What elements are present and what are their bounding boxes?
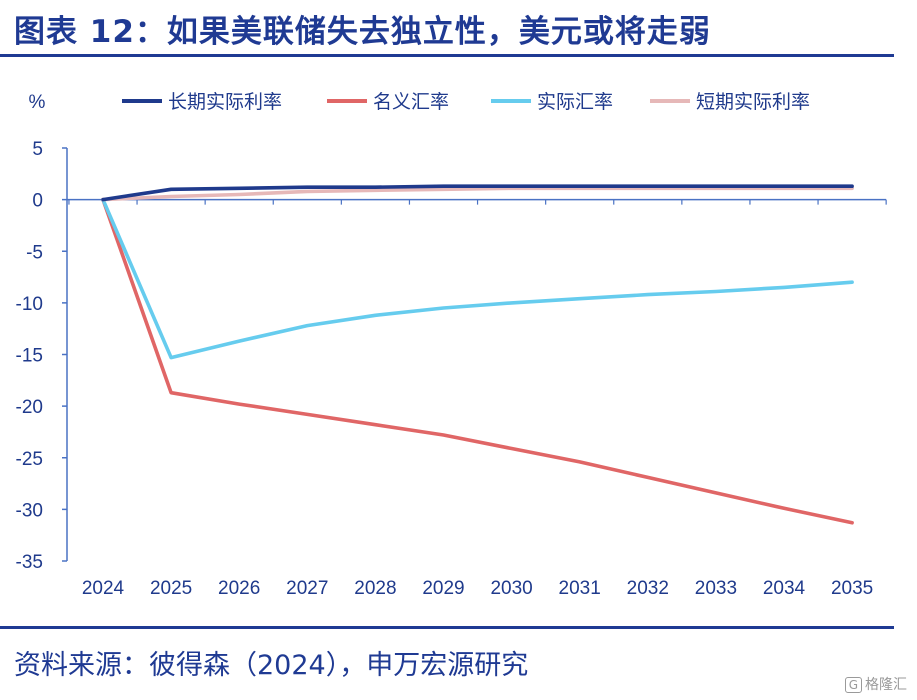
watermark: G 格隆汇 bbox=[844, 674, 907, 694]
title-divider bbox=[0, 54, 894, 57]
y-tick-label: -20 bbox=[16, 397, 43, 418]
x-tick-label: 2027 bbox=[286, 578, 328, 599]
y-tick-label: -15 bbox=[16, 346, 43, 367]
series-line bbox=[101, 186, 854, 202]
x-tick-label: 2031 bbox=[559, 578, 601, 599]
series-lines bbox=[101, 184, 854, 525]
series-line bbox=[101, 197, 854, 525]
y-tick-label: -5 bbox=[26, 242, 43, 263]
legend-label: 名义汇率 bbox=[373, 91, 449, 113]
chart-legend: 长期实际利率 名义汇率 实际汇率 短期实际利率 bbox=[122, 91, 810, 113]
page-title: 图表 12：如果美联储失去独立性，美元或将走弱 bbox=[14, 14, 711, 50]
y-axis: 5 0 -5 -10 -15 -20 -25 -30 -35 bbox=[16, 139, 68, 573]
y-tick-label: 0 bbox=[32, 191, 43, 212]
x-tick-label: 2025 bbox=[150, 578, 192, 599]
x-axis: 2024 2025 2026 2027 2028 2029 2030 2031 2032 2033… bbox=[67, 198, 887, 599]
x-tick-label: 2029 bbox=[422, 578, 464, 599]
x-tick-label: 2032 bbox=[627, 578, 669, 599]
y-tick-label: 5 bbox=[32, 139, 43, 160]
source-divider bbox=[0, 626, 894, 629]
series-line bbox=[101, 184, 854, 202]
series-line bbox=[101, 197, 854, 360]
source-note: 资料来源：彼得森（2024），申万宏源研究 bbox=[14, 650, 529, 681]
watermark-logo-icon: G bbox=[844, 677, 862, 693]
y-tick-label: -35 bbox=[16, 552, 43, 573]
line-chart: 长期实际利率 名义汇率 实际汇率 短期实际利率 % 5 0 -5 -10 -15 -20 -25 -… bbox=[16, 91, 887, 599]
y-tick-label: -10 bbox=[16, 294, 43, 315]
legend-label: 实际汇率 bbox=[537, 91, 613, 113]
y-tick-label: -30 bbox=[16, 500, 43, 521]
x-tick-label: 2034 bbox=[763, 578, 806, 599]
x-tick-label: 2028 bbox=[354, 578, 396, 599]
x-tick-label: 2024 bbox=[82, 578, 125, 599]
watermark-text: 格隆汇 bbox=[865, 677, 907, 693]
y-axis-unit-label: % bbox=[29, 92, 46, 113]
x-tick-label: 2033 bbox=[695, 578, 737, 599]
legend-label: 长期实际利率 bbox=[168, 91, 282, 113]
x-tick-label: 2030 bbox=[490, 578, 532, 599]
x-tick-label: 2026 bbox=[218, 578, 260, 599]
legend-label: 短期实际利率 bbox=[696, 91, 810, 113]
y-tick-label: -25 bbox=[16, 449, 43, 470]
x-tick-label: 2035 bbox=[831, 578, 873, 599]
